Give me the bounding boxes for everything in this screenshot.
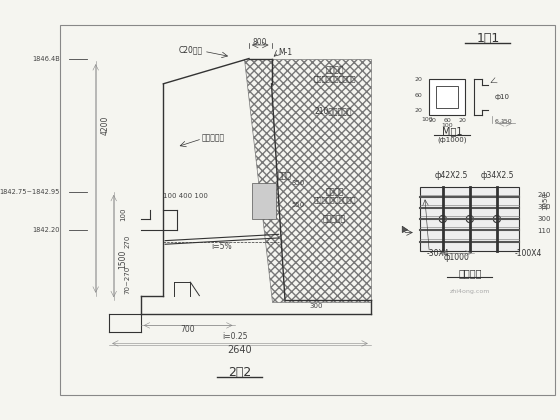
Text: -30X4: -30X4: [427, 249, 449, 258]
Text: 1846.4B: 1846.4B: [32, 55, 59, 62]
Text: 拉杆大样: 拉杆大样: [458, 268, 482, 278]
Text: 270: 270: [124, 235, 130, 248]
Text: 4200: 4200: [100, 116, 109, 135]
Bar: [420, 187, 520, 251]
Text: 20: 20: [428, 118, 436, 123]
Text: 参照土地整治方案实施: 参照土地整治方案实施: [314, 75, 356, 81]
Text: M-1: M-1: [279, 48, 293, 57]
Text: 300: 300: [538, 204, 551, 210]
Text: i=0.25: i=0.25: [223, 332, 248, 341]
Bar: [430, 79, 465, 116]
Text: 550: 550: [292, 202, 305, 208]
Text: C20木桩: C20木桩: [178, 45, 202, 54]
Text: ф42X2.5: ф42X2.5: [435, 171, 469, 180]
Text: 150: 150: [500, 119, 512, 124]
Text: 800: 800: [253, 38, 267, 47]
Polygon shape: [251, 183, 276, 219]
Text: 70~270: 70~270: [124, 265, 130, 294]
Text: 墙顶处理: 墙顶处理: [325, 66, 344, 75]
Text: 300: 300: [310, 304, 323, 310]
Text: 1－1: 1－1: [476, 32, 500, 45]
Text: M－1: M－1: [442, 126, 462, 136]
Text: 1500: 1500: [118, 250, 127, 269]
Text: ф1000: ф1000: [444, 253, 469, 262]
Text: 20: 20: [414, 77, 422, 82]
Text: 底层处理: 底层处理: [325, 187, 344, 197]
Text: 1050: 1050: [542, 192, 548, 210]
Text: 参照土地整治方案实施: 参照土地整治方案实施: [314, 197, 356, 203]
Text: 60: 60: [444, 118, 451, 123]
Text: 700: 700: [180, 325, 195, 333]
Text: 道路中心线: 道路中心线: [323, 215, 346, 223]
Text: 1842.75~1842.95: 1842.75~1842.95: [0, 189, 59, 195]
Polygon shape: [402, 226, 408, 233]
Text: 2640: 2640: [227, 345, 252, 355]
Text: 350: 350: [292, 180, 305, 186]
Text: -100X4: -100X4: [515, 249, 542, 258]
Text: 100 400 100: 100 400 100: [164, 193, 208, 199]
Text: 1842.20: 1842.20: [32, 227, 59, 233]
Text: 100: 100: [422, 117, 433, 122]
Text: 100: 100: [441, 123, 453, 128]
Text: 240: 240: [538, 192, 550, 198]
Text: 6: 6: [495, 119, 499, 124]
Text: 110: 110: [538, 228, 551, 234]
Text: zhi4ong.com: zhi4ong.com: [450, 289, 490, 294]
Text: 60: 60: [414, 93, 422, 98]
Bar: [436, 87, 458, 108]
Text: (ф1000): (ф1000): [437, 136, 466, 143]
Text: 排水沟设置: 排水沟设置: [202, 134, 225, 142]
Text: 反滤层: 反滤层: [278, 171, 292, 180]
Text: 210级磁铁框架: 210级磁铁框架: [314, 106, 352, 116]
Text: 20: 20: [414, 108, 422, 113]
Text: 300: 300: [538, 216, 551, 222]
Text: i=5%: i=5%: [212, 241, 232, 251]
Text: 2－2: 2－2: [228, 366, 251, 379]
Text: 100: 100: [120, 208, 126, 221]
Text: 20: 20: [459, 118, 466, 123]
Text: ф34X2.5: ф34X2.5: [480, 171, 514, 180]
Text: ф10: ф10: [494, 94, 509, 100]
